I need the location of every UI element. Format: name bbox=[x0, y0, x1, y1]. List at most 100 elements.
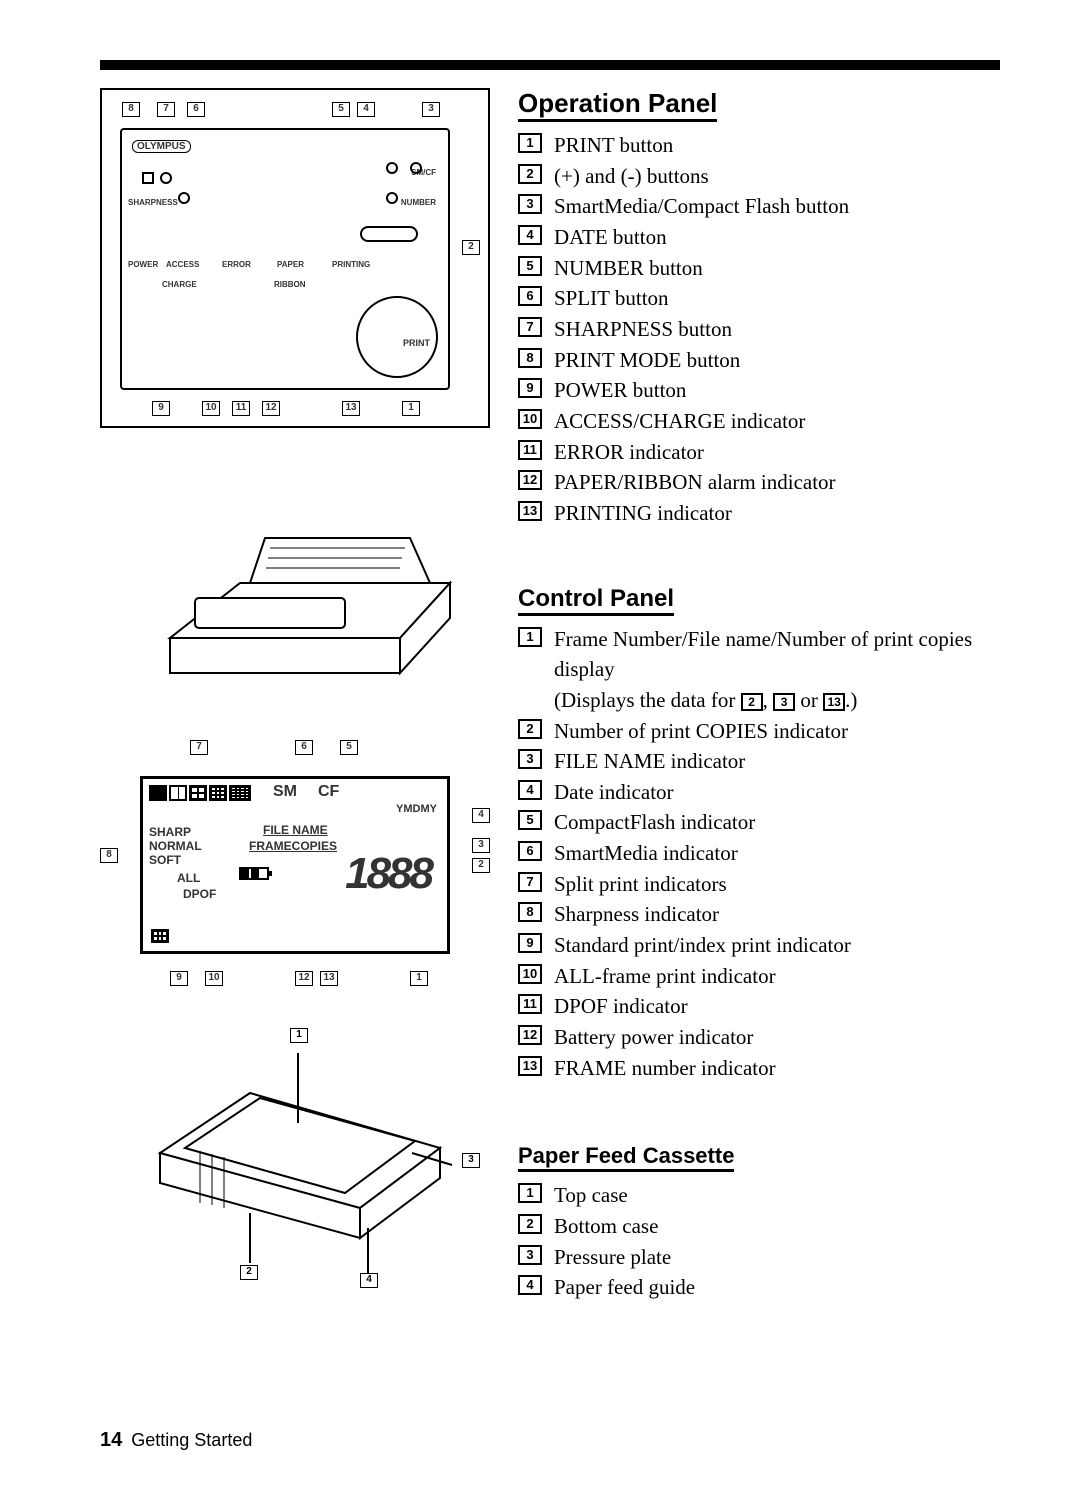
sm-label: SM bbox=[273, 783, 297, 801]
item-number-box: 9 bbox=[518, 933, 542, 953]
item-label: Date indicator bbox=[554, 780, 674, 804]
text-column: Operation Panel 1 PRINT button 2 (+) and (-… bbox=[518, 88, 1000, 1399]
item-number-box: 2 bbox=[518, 164, 542, 184]
list-item: 4 Date indicator bbox=[518, 777, 1000, 808]
callout-box: 4 bbox=[360, 1273, 378, 1288]
cassette-svg bbox=[100, 1028, 490, 1288]
list-item: 3Pressure plate bbox=[518, 1242, 1000, 1273]
item-label: SmartMedia/Compact Flash button bbox=[554, 194, 849, 218]
item-label: POWER button bbox=[554, 378, 686, 402]
inline-number-box: 2 bbox=[741, 693, 763, 711]
filename-label: FILE NAME bbox=[263, 823, 328, 837]
list-item: 7 SHARPNESS button bbox=[518, 314, 1000, 345]
control-panel-list: 1Frame Number/File name/Number of print … bbox=[518, 624, 1000, 1084]
item-number-box: 5 bbox=[518, 810, 542, 830]
item-number-box: 5 bbox=[518, 256, 542, 276]
item-label: SPLIT button bbox=[554, 286, 669, 310]
paper-feed-list: 1Top case2Bottom case3Pressure plate4Pap… bbox=[518, 1180, 1000, 1303]
item-number-box: 6 bbox=[518, 286, 542, 306]
item-label: Number of print COPIES indicator bbox=[554, 719, 848, 743]
item-number-box: 10 bbox=[518, 409, 542, 429]
list-item: 11 ERROR indicator bbox=[518, 437, 1000, 468]
all-label: ALL bbox=[177, 871, 200, 885]
item-label: PRINTING indicator bbox=[554, 501, 732, 525]
error-label: ERROR bbox=[222, 260, 251, 269]
item-label: DATE button bbox=[554, 225, 667, 249]
framecopies-label: FRAMECOPIES bbox=[249, 839, 337, 853]
list-item: 8Sharpness indicator bbox=[518, 899, 1000, 930]
callout-box: 7 bbox=[190, 740, 208, 755]
callout-box: 10 bbox=[205, 971, 223, 986]
page-number: 14 bbox=[100, 1429, 122, 1451]
item-number-box: 4 bbox=[518, 780, 542, 800]
item-label: Pressure plate bbox=[554, 1245, 671, 1269]
item-subnote: (Displays the data for 2, 3 or 13.) bbox=[554, 688, 857, 712]
list-item: 3 SmartMedia/Compact Flash button bbox=[518, 191, 1000, 222]
item-number-box: 4 bbox=[518, 225, 542, 245]
item-label: NUMBER button bbox=[554, 256, 703, 280]
item-label: ERROR indicator bbox=[554, 440, 704, 464]
item-number-box: 1 bbox=[518, 627, 542, 647]
item-number-box: 3 bbox=[518, 749, 542, 769]
inline-number-box: 3 bbox=[773, 693, 795, 711]
item-number-box: 3 bbox=[518, 194, 542, 214]
list-item: 6 SPLIT button bbox=[518, 283, 1000, 314]
item-number-box: 4 bbox=[518, 1275, 542, 1295]
paper-label: PAPER bbox=[277, 260, 304, 269]
control-panel-diagram: 7 6 5 4 3 2 8 9 10 12 13 1 bbox=[100, 738, 490, 988]
item-number-box: 2 bbox=[518, 719, 542, 739]
item-number-box: 9 bbox=[518, 378, 542, 398]
list-item: 2 (+) and (-) buttons bbox=[518, 161, 1000, 192]
item-label: Paper feed guide bbox=[554, 1275, 695, 1299]
item-label: (+) and (-) buttons bbox=[554, 164, 709, 188]
diagrams-column: 8 7 6 5 4 3 2 9 10 11 12 13 1 OLYMPUS SH… bbox=[100, 88, 490, 1399]
item-label: PRINT MODE button bbox=[554, 348, 740, 372]
list-item: 5 NUMBER button bbox=[518, 253, 1000, 284]
item-label: CompactFlash indicator bbox=[554, 810, 755, 834]
item-label: ALL-frame print indicator bbox=[554, 964, 776, 988]
item-number-box: 7 bbox=[518, 317, 542, 337]
item-label: PAPER/RIBBON alarm indicator bbox=[554, 470, 836, 494]
dpof-label: DPOF bbox=[183, 887, 216, 901]
callout-box: 8 bbox=[122, 102, 140, 117]
ribbon-label: RIBBON bbox=[274, 280, 306, 289]
item-number-box: 11 bbox=[518, 440, 542, 460]
callout-box: 3 bbox=[462, 1153, 480, 1168]
item-label: Top case bbox=[554, 1183, 628, 1207]
charge-label: CHARGE bbox=[162, 280, 197, 289]
list-item: 1Top case bbox=[518, 1180, 1000, 1211]
inline-number-box: 13 bbox=[823, 693, 845, 711]
callout-box: 7 bbox=[157, 102, 175, 117]
item-number-box: 12 bbox=[518, 470, 542, 490]
item-label: ACCESS/CHARGE indicator bbox=[554, 409, 805, 433]
item-label: FRAME number indicator bbox=[554, 1056, 776, 1080]
list-item: 2 Number of print COPIES indicator bbox=[518, 716, 1000, 747]
callout-box: 9 bbox=[170, 971, 188, 986]
item-label: Split print indicators bbox=[554, 872, 727, 896]
sharpness-label: SHARPNESS bbox=[128, 198, 178, 207]
printer-perspective-diagram bbox=[100, 478, 490, 698]
operation-panel-title: Operation Panel bbox=[518, 88, 717, 122]
sharp-label: SHARP bbox=[149, 825, 191, 839]
item-label: PRINT button bbox=[554, 133, 673, 157]
callout-box: 13 bbox=[320, 971, 338, 986]
item-label: FILE NAME indicator bbox=[554, 749, 745, 773]
callout-box: 9 bbox=[152, 401, 170, 416]
item-number-box: 12 bbox=[518, 1025, 542, 1045]
callout-box: 4 bbox=[357, 102, 375, 117]
callout-box: 2 bbox=[472, 858, 490, 873]
ymdmy-label: YMDMY bbox=[396, 803, 437, 815]
item-number-box: 2 bbox=[518, 1214, 542, 1234]
item-number-box: 13 bbox=[518, 1056, 542, 1076]
callout-box: 1 bbox=[410, 971, 428, 986]
list-item: 8PRINT MODE button bbox=[518, 345, 1000, 376]
item-label: SmartMedia indicator bbox=[554, 841, 738, 865]
callout-box: 8 bbox=[100, 848, 118, 863]
control-panel-title: Control Panel bbox=[518, 585, 674, 616]
item-label: SHARPNESS button bbox=[554, 317, 732, 341]
callout-box: 1 bbox=[290, 1028, 308, 1043]
top-rule bbox=[100, 60, 1000, 70]
paper-feed-diagram: 1 2 3 4 bbox=[100, 1028, 490, 1288]
footer-label: Getting Started bbox=[131, 1430, 252, 1450]
callout-box: 12 bbox=[295, 971, 313, 986]
